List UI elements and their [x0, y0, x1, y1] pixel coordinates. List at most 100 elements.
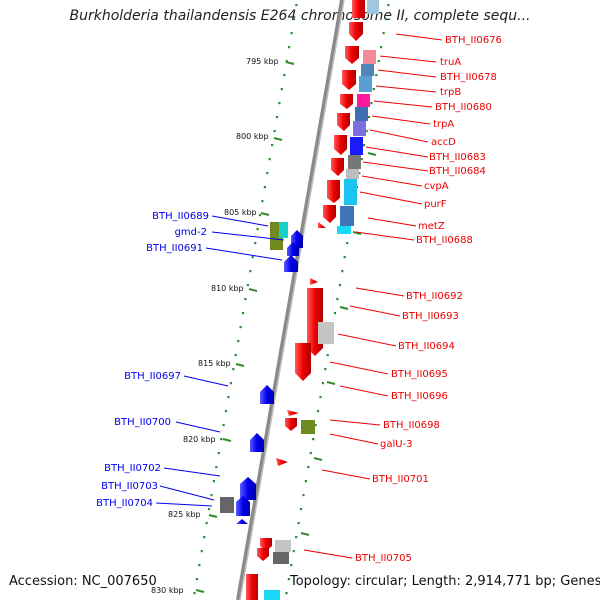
gc-dot — [304, 480, 307, 483]
gene-label[interactable]: BTH_II0689 — [152, 211, 209, 222]
gc-dot — [299, 508, 303, 511]
gc-dot — [295, 4, 298, 7]
gc-dot — [302, 494, 305, 497]
gc-dot — [377, 60, 380, 63]
scale-ticks: 795 kbp 800 kbp 805 kbp 810 kbp 815 kbp … — [151, 57, 295, 595]
tick-label: 825 kbp — [168, 510, 201, 519]
gc-dot — [387, 4, 390, 7]
gc-dot — [203, 536, 206, 539]
gc-dot — [263, 186, 266, 189]
gc-dot — [343, 256, 346, 259]
gene-label[interactable]: BTH_II0678 — [440, 72, 497, 83]
gc-dot — [273, 130, 276, 133]
tick-mark — [273, 137, 283, 141]
gene-label[interactable]: purF — [424, 199, 447, 210]
gc-dot — [217, 452, 220, 455]
forward-strand-genes — [220, 222, 303, 524]
gc-dot — [316, 410, 320, 413]
gene-label[interactable]: BTH_II0692 — [406, 291, 463, 302]
gene-label[interactable]: BTH_II0696 — [391, 391, 448, 402]
gene-label[interactable]: truA — [440, 57, 461, 68]
gc-dot-track-right — [285, 4, 390, 595]
tick-mark — [208, 514, 218, 518]
gc-dot — [193, 592, 196, 595]
gc-dot — [254, 242, 257, 245]
gc-dot — [256, 228, 259, 231]
gene-label[interactable]: BTH_II0684 — [429, 166, 486, 177]
chromosome-backbone-shadow — [239, 0, 345, 600]
gc-dot — [207, 508, 211, 511]
gc-dot — [312, 438, 315, 441]
gc-dot — [266, 172, 269, 175]
gc-dot — [212, 480, 215, 483]
gene-label[interactable]: BTH_II0698 — [383, 420, 440, 431]
chromosome-backbone — [236, 0, 344, 600]
gc-dot — [258, 214, 262, 217]
gc-dot — [215, 466, 218, 469]
gc-dot — [358, 172, 361, 175]
gene-label[interactable]: trpB — [440, 87, 461, 98]
tick-mark — [222, 438, 232, 442]
gene-label[interactable]: BTH_II0680 — [435, 102, 492, 113]
gc-dot — [195, 578, 198, 581]
gc-dot — [268, 158, 271, 161]
tick-label: 820 kbp — [183, 435, 216, 444]
gene-label[interactable]: BTH_II0702 — [104, 463, 161, 474]
gene-label[interactable]: BTH_II0701 — [372, 474, 429, 485]
gc-dot — [278, 102, 281, 105]
gc-dot — [220, 438, 223, 441]
gene-label[interactable]: BTH_II0691 — [146, 243, 203, 254]
gc-dot — [321, 382, 324, 385]
gc-dot — [275, 116, 279, 119]
gc-dot — [336, 298, 339, 301]
gene-label[interactable]: BTH_II0688 — [416, 235, 473, 246]
gene-label[interactable]: BTH_II0683 — [429, 152, 486, 163]
tick-mark — [260, 212, 270, 216]
gc-dot — [346, 242, 349, 245]
gene-label[interactable]: cvpA — [424, 181, 449, 192]
gene-label[interactable]: gmd-2 — [175, 227, 207, 238]
gc-dot-track-left — [193, 4, 298, 595]
gene-label[interactable]: BTH_II0700 — [114, 417, 171, 428]
gc-dot — [280, 88, 283, 91]
tick-label: 800 kbp — [236, 132, 269, 141]
gene-label[interactable]: BTH_II0694 — [398, 341, 455, 352]
gc-dot — [333, 312, 337, 315]
gene-label[interactable]: BTH_II0697 — [124, 371, 181, 382]
gc-dot — [372, 88, 375, 91]
gc-dot — [251, 256, 254, 259]
tick-label: 805 kbp — [224, 208, 257, 217]
gene-label[interactable]: BTH_II0703 — [101, 481, 158, 492]
gene-label[interactable]: BTH_II0693 — [402, 311, 459, 322]
gene-label[interactable]: BTH_II0695 — [391, 369, 448, 380]
tick-label: 795 kbp — [246, 57, 279, 66]
gc-dot — [200, 550, 203, 553]
gc-dot — [382, 32, 385, 35]
gene-label[interactable]: metZ — [418, 221, 445, 232]
gc-marks — [300, 152, 377, 536]
feature-boxes — [264, 0, 379, 600]
left-gene-labels: BTH_II0689 gmd-2 BTH_II0691 BTH_II0697 B… — [96, 211, 209, 509]
gc-dot — [290, 564, 293, 567]
gc-dot — [237, 340, 240, 343]
gc-dot — [341, 270, 344, 273]
gene-label[interactable]: galU-3 — [380, 439, 413, 450]
gene-label[interactable]: BTH_II0676 — [445, 35, 502, 46]
gene-label[interactable]: trpA — [433, 119, 454, 130]
gc-dot — [224, 410, 228, 413]
gc-dot — [287, 578, 290, 581]
gc-dot — [367, 116, 371, 119]
gc-dot — [292, 18, 296, 21]
gene-label[interactable]: BTH_II0704 — [96, 498, 153, 509]
gc-dot — [227, 396, 230, 399]
gc-dot — [198, 564, 201, 567]
gc-dot — [363, 144, 366, 147]
gc-dot — [319, 396, 322, 399]
map-title: Burkholderia thailandensis E264 chromoso… — [69, 8, 531, 24]
tick-mark — [235, 363, 245, 367]
gene-label[interactable]: BTH_II0705 — [355, 553, 412, 564]
gc-dot — [239, 326, 242, 329]
gene-label[interactable]: accD — [431, 137, 456, 148]
gc-dot — [365, 130, 368, 133]
gc-dot — [249, 270, 252, 273]
